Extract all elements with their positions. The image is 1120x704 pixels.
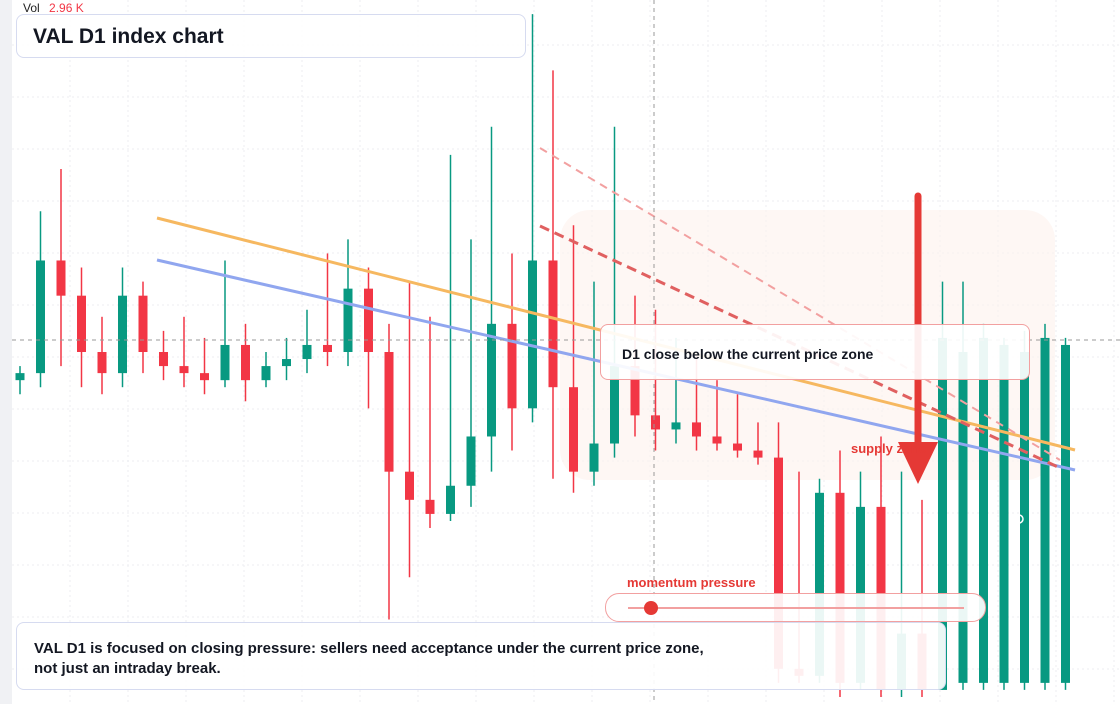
- candle-body: [138, 295, 148, 352]
- vol-label: Vol: [23, 1, 40, 15]
- candle-body: [179, 366, 189, 374]
- candle-body: [507, 323, 517, 409]
- title-box: VAL D1 index chart: [16, 14, 526, 58]
- candle-body: [77, 295, 86, 352]
- candle-body: [589, 443, 599, 472]
- callout-box: D1 close below the current price zone: [600, 324, 1030, 380]
- candle-body: [630, 366, 640, 416]
- candle-body: [118, 295, 127, 374]
- vol: Vol 2.96 K: [23, 1, 84, 15]
- candle-body: [425, 499, 435, 514]
- candle-body: [220, 344, 230, 381]
- candle-body: [487, 323, 496, 437]
- slider-track: [628, 607, 964, 609]
- candle-body: [343, 288, 353, 352]
- candle-body: [446, 485, 455, 514]
- vol-value: 2.96 K: [49, 1, 84, 15]
- candle-body: [15, 373, 25, 381]
- candle-body: [815, 492, 824, 676]
- candle-body: [200, 373, 209, 381]
- candle-body: [774, 457, 783, 669]
- candle-body: [384, 352, 394, 472]
- zone-label: supply zone: [851, 441, 926, 456]
- chart-title: VAL D1 index chart: [33, 25, 224, 48]
- candle-body: [466, 436, 476, 486]
- marker: [1014, 514, 1024, 524]
- candle-body: [97, 352, 107, 374]
- candle-body: [712, 436, 722, 444]
- candle-body: [56, 260, 66, 296]
- candle-body: [241, 344, 250, 381]
- candle-body: [1061, 344, 1070, 683]
- candle-body: [364, 288, 373, 352]
- caption-box: VAL D1 is focused on closing pressure: s…: [16, 622, 946, 690]
- candle-body: [999, 344, 1009, 683]
- candle-body: [302, 344, 312, 360]
- candle-body: [569, 387, 578, 472]
- left-strip: [0, 0, 12, 704]
- candle-body: [733, 443, 742, 451]
- arrow-head: [898, 442, 938, 484]
- slider-label: momentum pressure: [627, 575, 756, 590]
- dashed-line: [539, 147, 1061, 461]
- candle-body: [323, 344, 332, 352]
- candle-body: [753, 450, 763, 458]
- slider-knob[interactable]: [644, 601, 658, 615]
- slider-box: [605, 593, 986, 622]
- candle-body: [528, 260, 537, 409]
- callout: D1 close below the current price zone: [622, 346, 874, 362]
- candle-body: [692, 422, 701, 437]
- candle-body: [282, 359, 291, 367]
- candle-body: [405, 471, 414, 500]
- candle-body: [979, 337, 988, 683]
- candle-body: [958, 352, 968, 683]
- candle-body: [36, 260, 45, 374]
- candle-body: [610, 366, 619, 444]
- candle-body: [1040, 337, 1050, 683]
- candle-body: [548, 260, 558, 388]
- candle-body: [651, 415, 660, 430]
- candle-body: [1020, 352, 1029, 683]
- caption: VAL D1 is focused on closing pressure: s…: [34, 640, 704, 677]
- candle-body: [159, 352, 168, 367]
- candle-body: [671, 422, 681, 430]
- candle-body: [938, 337, 947, 690]
- candle-body: [835, 492, 845, 683]
- candle-body: [261, 366, 271, 381]
